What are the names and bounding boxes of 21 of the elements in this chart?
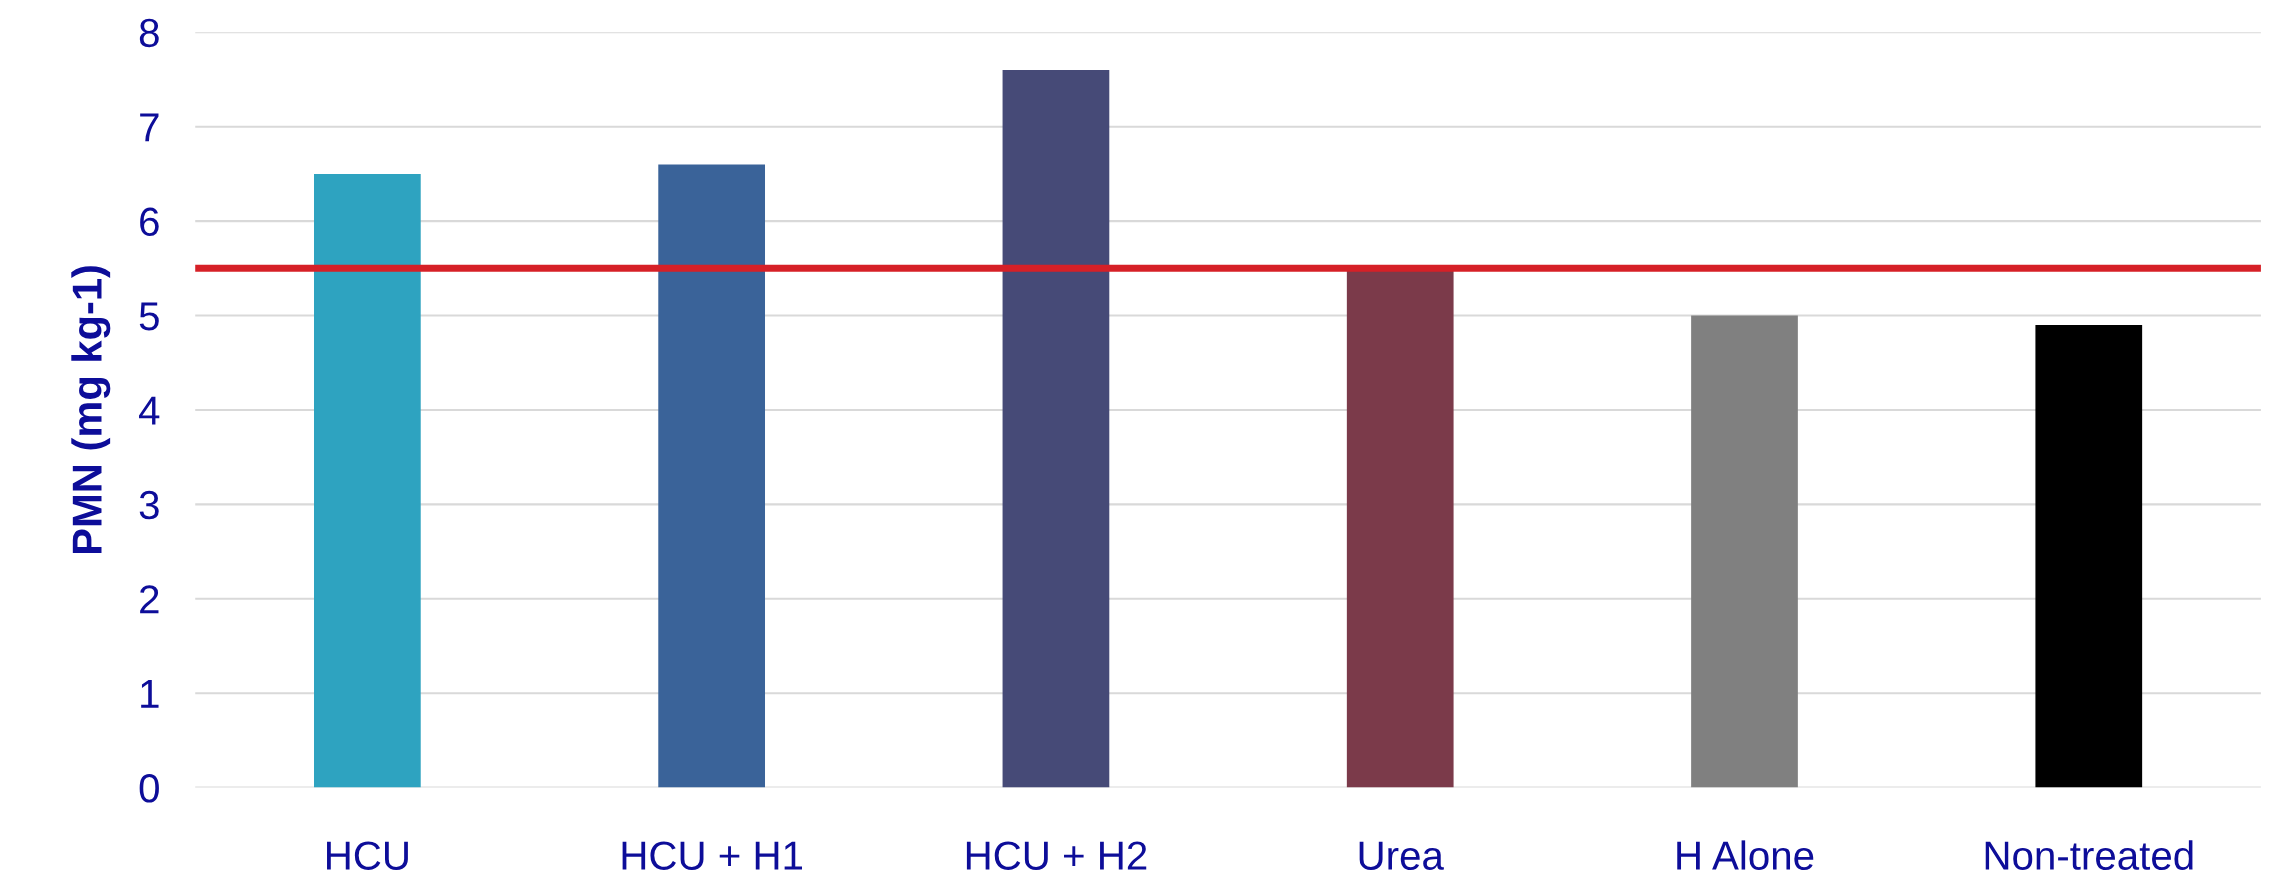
- bar: [658, 164, 766, 788]
- bar: [1691, 315, 1798, 788]
- y-tick-label: 1: [141, 680, 159, 708]
- x-tick-label: HCU + H2: [966, 841, 1147, 870]
- y-tick-label: 0: [139, 774, 159, 803]
- x-tick-label: HCU + H1: [622, 841, 802, 870]
- y-tick-label: 4: [139, 396, 160, 425]
- y-tick-label: 3: [139, 490, 159, 520]
- y-tick-label: 5: [139, 302, 159, 331]
- y-tick-label: 7: [140, 113, 159, 142]
- x-tick-label: HCU: [327, 841, 408, 870]
- y-axis-title: PMN (mg kg-1): [71, 266, 111, 553]
- y-tick-label: 2: [140, 585, 159, 614]
- y-tick-label: 6: [140, 207, 159, 237]
- bar: [314, 173, 421, 788]
- x-tick-label: Non-treated: [1985, 840, 2193, 870]
- bar: [2035, 324, 2143, 788]
- y-tick-label: 8: [139, 18, 159, 48]
- x-tick-label: H Alone: [1677, 840, 1814, 870]
- x-tick-label: Urea: [1359, 841, 1444, 870]
- bar: [1002, 70, 1110, 788]
